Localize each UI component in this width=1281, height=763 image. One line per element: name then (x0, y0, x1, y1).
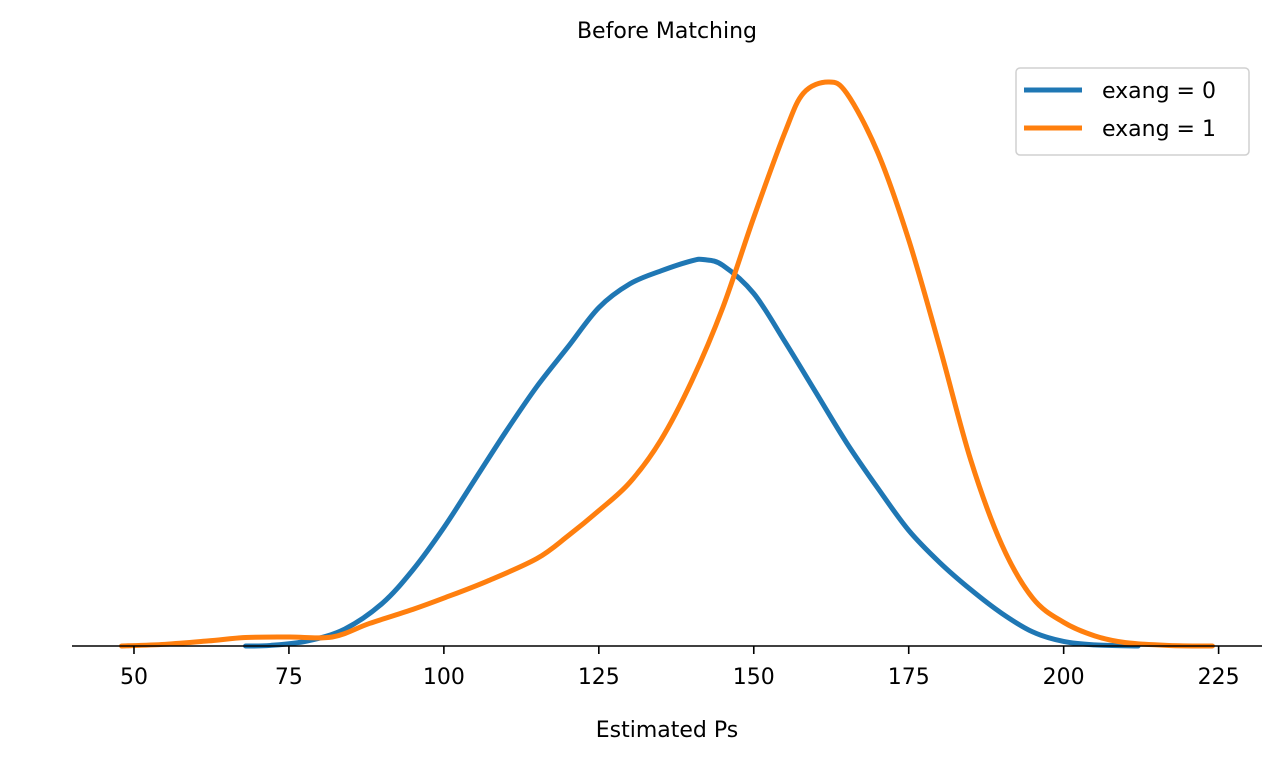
series-layer (119, 79, 1215, 649)
x-axis-label: Estimated Ps (596, 718, 738, 743)
x-tick-label: 50 (120, 665, 148, 690)
legend-label-0: exang = 0 (1102, 79, 1216, 104)
x-tick-label: 175 (888, 665, 930, 690)
legend-label-1: exang = 1 (1102, 117, 1216, 142)
x-tick-label: 225 (1198, 665, 1240, 690)
x-tick-layer: 50 75 100 125 150 175 200 225 (120, 646, 1240, 690)
series-line-0 (243, 256, 1141, 649)
x-tick-label: 100 (423, 665, 465, 690)
legend: exang = 0 exang = 1 (1015, 67, 1250, 156)
chart-title: Before Matching (577, 19, 757, 44)
x-tick-label: 200 (1043, 665, 1085, 690)
x-tick-label: 150 (733, 665, 775, 690)
series-line-1 (119, 79, 1215, 649)
x-tick-label: 75 (275, 665, 303, 690)
x-tick-label: 125 (578, 665, 620, 690)
